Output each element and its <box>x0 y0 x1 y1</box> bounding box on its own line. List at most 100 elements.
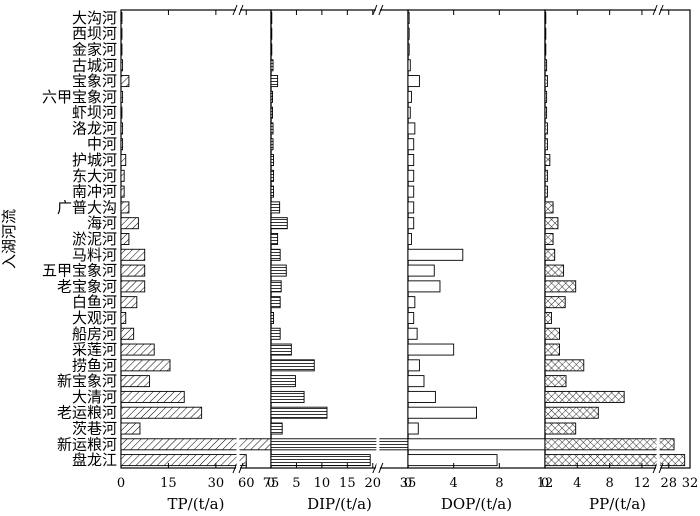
bar <box>270 201 281 214</box>
bar <box>407 185 415 198</box>
bar <box>270 90 273 103</box>
bar <box>407 43 410 56</box>
bar <box>407 169 415 182</box>
bar <box>270 438 409 451</box>
axis-break-mark <box>378 462 384 474</box>
axis-break-mark <box>652 462 658 474</box>
bar <box>270 122 274 135</box>
bar <box>544 390 625 403</box>
bar <box>407 75 420 88</box>
chart-panels: 0 15 30 60 75 TP/(t/a) 0 5 10 15 20 35 DIP/(t/a) 0 4 8 1… <box>117 4 698 513</box>
x-tick-label: 0 <box>117 476 125 491</box>
bar <box>407 122 416 135</box>
x-tick-label: 35 <box>400 476 417 491</box>
x-tick-label: 75 <box>263 476 280 491</box>
category-label: 海河 <box>87 214 117 232</box>
bar <box>544 406 599 419</box>
bar <box>544 201 554 214</box>
panel-3: 0 4 8 12 DOP/(t/a) <box>404 9 554 513</box>
axis-break-mark <box>232 462 238 474</box>
x-tick-label: 15 <box>339 476 356 491</box>
x-axis-title: DOP/(t/a) <box>441 495 512 513</box>
panel-4: 0 4 8 12 28 32 PP/(t/a) <box>541 4 698 513</box>
bar <box>120 90 124 103</box>
bar <box>120 154 127 167</box>
x-tick-label: 12 <box>537 476 554 491</box>
bar <box>407 201 415 214</box>
axis-break-mark <box>232 4 238 16</box>
bar-break-gap <box>236 436 240 468</box>
bar <box>544 280 577 293</box>
category-label: 茨巷河 <box>72 420 117 438</box>
bar <box>544 90 548 103</box>
axis-break-gap <box>656 4 661 16</box>
bar <box>120 359 171 372</box>
x-tick-label: 60 <box>238 476 255 491</box>
x-axis-title: TP/(t/a) <box>168 495 225 513</box>
axis-break-mark <box>652 4 658 16</box>
axis-break-mark <box>372 4 378 16</box>
category-label: 新运粮河 <box>57 435 117 453</box>
bar <box>544 27 547 40</box>
category-label: 盘龙江 <box>72 451 117 469</box>
bar <box>407 438 546 451</box>
bar <box>270 359 315 372</box>
bar <box>407 311 415 324</box>
bar <box>270 106 273 119</box>
bar <box>544 438 675 451</box>
x-tick-label: 0 <box>541 476 549 491</box>
bar <box>544 75 548 88</box>
bar <box>120 311 127 324</box>
axis-break-mark <box>658 462 664 474</box>
bar <box>120 217 139 230</box>
category-label: 五甲宝象河 <box>42 262 117 280</box>
bar-break-gap <box>376 436 380 468</box>
bar <box>270 454 371 467</box>
axis-break-mark <box>238 4 244 16</box>
bar <box>120 122 124 135</box>
bar <box>544 327 560 340</box>
x-tick-label: 30 <box>208 476 225 491</box>
bar <box>120 27 123 40</box>
bar <box>120 169 125 182</box>
bar <box>270 217 288 230</box>
bar <box>120 248 146 261</box>
bar-break-gap <box>656 436 660 468</box>
bar <box>120 43 123 56</box>
x-axis-title: PP/(t/a) <box>589 495 646 513</box>
bar <box>270 280 282 293</box>
bar <box>544 217 559 230</box>
x-tick-label: 0 <box>404 476 412 491</box>
category-labels: 大沟河西坝河金家河古城河宝象河六甲宝象河虾坝河洛龙河中河护城河东大河南冲河广普大… <box>42 9 117 469</box>
bar <box>120 390 185 403</box>
bar <box>270 138 274 151</box>
bar <box>544 106 548 119</box>
category-label: 白鱼河 <box>72 293 117 311</box>
bar <box>120 327 135 340</box>
bar <box>120 106 123 119</box>
axis-break-gap <box>236 4 240 16</box>
bar <box>270 75 279 88</box>
bar <box>407 233 412 245</box>
category-label: 老宝象河 <box>57 277 117 295</box>
bar <box>407 359 420 372</box>
bar <box>407 106 411 119</box>
category-label: 西坝河 <box>72 25 117 43</box>
bar <box>120 59 124 72</box>
bar <box>407 138 415 151</box>
bar <box>407 327 418 340</box>
category-label: 船房河 <box>72 325 117 343</box>
bar <box>270 169 274 182</box>
axis-break-gap <box>375 4 380 16</box>
bar <box>407 343 455 356</box>
bar <box>544 454 686 467</box>
bar <box>407 217 415 230</box>
bar <box>544 169 548 182</box>
category-label: 新宝象河 <box>57 372 117 390</box>
axis-break-mark <box>372 462 378 474</box>
bar <box>544 264 565 277</box>
bar <box>120 75 130 88</box>
bar <box>120 343 155 356</box>
x-tick-label: 28 <box>660 476 677 491</box>
x-axis-title: DIP/(t/a) <box>307 495 372 513</box>
